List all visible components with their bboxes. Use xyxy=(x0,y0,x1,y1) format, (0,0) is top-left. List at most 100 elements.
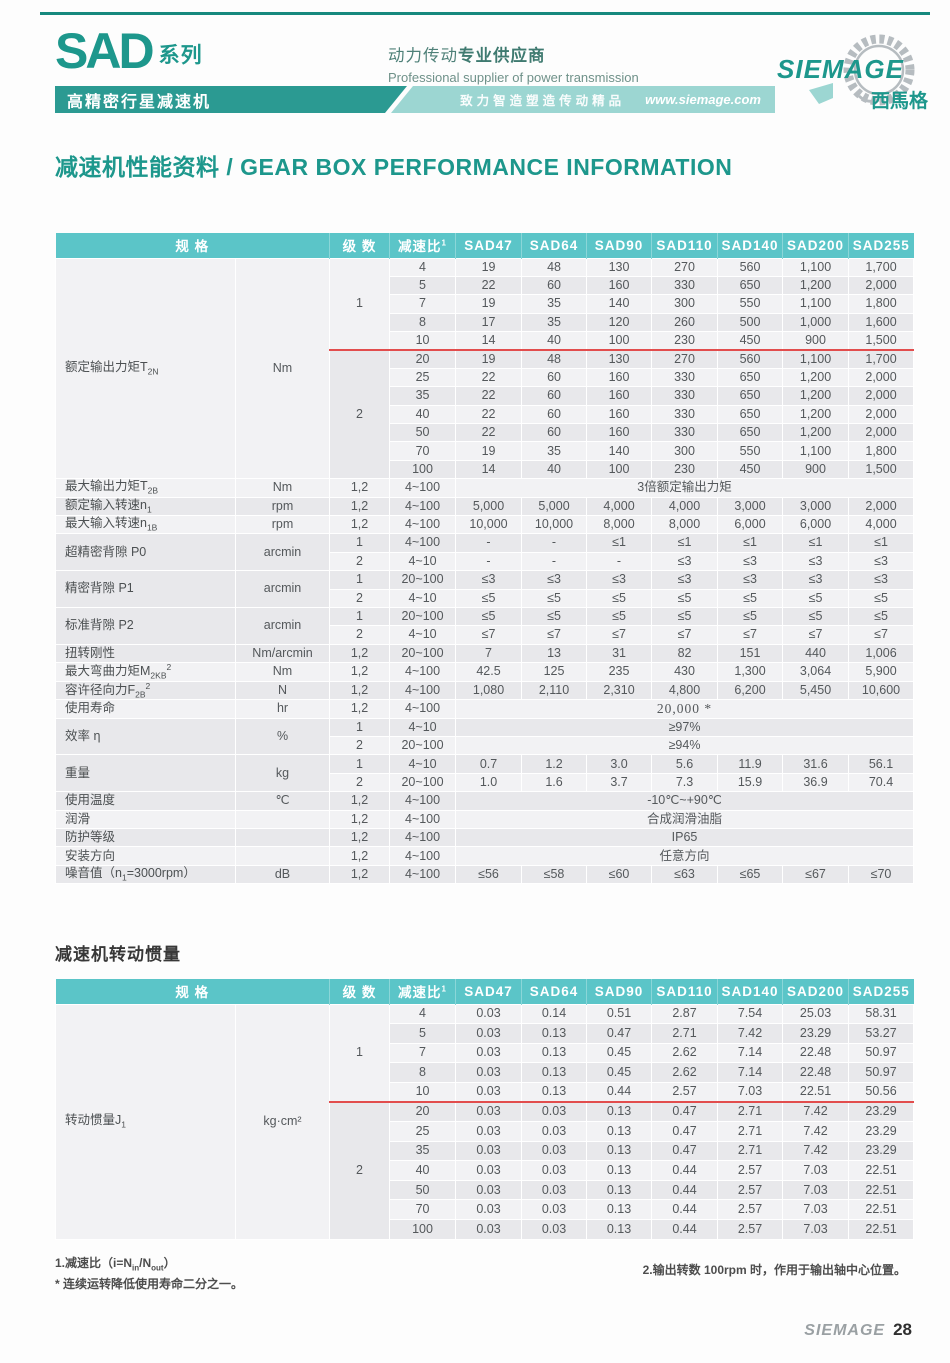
table-row: 2 4~10 ≤5 ≤5 ≤5 ≤5 ≤5 ≤5 ≤5 xyxy=(56,588,915,608)
page-footer: SIEMAGE 28 xyxy=(804,1320,912,1340)
value-cell-span: ≥97% xyxy=(455,717,915,738)
ratio-cell: 10 xyxy=(389,331,457,351)
value-cell: 1.6 xyxy=(521,772,588,793)
value-cell: ≤3 xyxy=(848,570,915,590)
value-cell: 550 xyxy=(717,441,784,461)
value-cell: 0.03 xyxy=(455,1179,523,1201)
value-cell: 1.2 xyxy=(521,754,588,774)
value-cell: 60 xyxy=(521,367,588,388)
value-cell: 35 xyxy=(521,441,588,461)
value-cell: 5,450 xyxy=(782,680,850,701)
table-row: 使用温度 ℃ 1,2 4~100 -10℃~+90℃ xyxy=(55,791,915,811)
value-cell: 35 xyxy=(521,312,588,333)
value-cell: 7.42 xyxy=(717,1023,784,1044)
value-cell: 130 xyxy=(586,257,653,277)
value-cell: ≤5 xyxy=(782,588,850,608)
ratio-cell: 5 xyxy=(389,1023,457,1044)
value-cell: 22.51 xyxy=(848,1160,915,1181)
value-cell: 151 xyxy=(717,643,784,664)
value-cell: 2.62 xyxy=(651,1062,719,1083)
table-row: 2 20~100 ≥94% xyxy=(56,736,915,756)
ratio-cell: 4~100 xyxy=(389,827,457,848)
spec-label-cell: 润滑 xyxy=(55,809,236,829)
value-cell: 22.48 xyxy=(782,1042,850,1064)
value-cell: ≤58 xyxy=(521,864,588,885)
table-row: 标准背隙 P2 arcmin 1 20~100 ≤5 ≤5 ≤5 ≤5 ≤5 ≤5 ≤5 xyxy=(55,606,915,645)
value-cell: 7.3 xyxy=(651,772,719,793)
unit-cell: Nm xyxy=(234,478,331,498)
value-cell: 270 xyxy=(651,257,719,277)
value-cell: 23.29 xyxy=(782,1023,850,1044)
value-cell: 1,080 xyxy=(455,680,523,701)
value-cell: 3,064 xyxy=(782,662,850,682)
value-cell: 330 xyxy=(651,386,719,406)
value-cell: 0.14 xyxy=(521,1003,588,1025)
table-row: 2 4~10- - - ≤3 ≤3 ≤3 ≤3 xyxy=(56,551,915,572)
value-cell: 140 xyxy=(586,294,653,314)
value-cell: 1,000 xyxy=(782,312,850,333)
column-header-model: SAD200 xyxy=(782,979,849,1004)
value-cell: 160 xyxy=(586,386,653,406)
value-cell: ≤3 xyxy=(455,570,523,590)
value-cell: 0.47 xyxy=(586,1023,653,1044)
column-header-model: SAD47 xyxy=(455,233,522,258)
value-cell: 60 xyxy=(521,423,588,443)
value-cell: 1,006 xyxy=(848,643,915,664)
value-cell: ≤65 xyxy=(717,864,784,885)
value-cell: 7.03 xyxy=(782,1179,850,1201)
value-cell: 2.71 xyxy=(717,1121,784,1142)
value-cell: 5.6 xyxy=(651,754,719,774)
value-cell: - xyxy=(455,551,523,572)
value-cell: 0.13 xyxy=(586,1140,653,1162)
table-row: 润滑 1,2 4~100 合成润滑油脂 xyxy=(55,809,915,829)
value-cell: 500 xyxy=(717,312,784,333)
ratio-cell: 40 xyxy=(389,1160,457,1181)
value-cell: 900 xyxy=(782,459,850,480)
unit-cell: Nm/arcmin xyxy=(234,643,331,664)
ratio-cell: 10 xyxy=(389,1081,457,1103)
ratio-cell: 50 xyxy=(389,1179,457,1201)
footnote-output-speed: 2.输出转数 100rpm 时，作用于输出轴中心位置。 xyxy=(642,1263,906,1277)
column-header-ratio: 减速比1 xyxy=(389,233,456,258)
ratio-cell: 20~100 xyxy=(389,772,457,793)
value-cell: ≤60 xyxy=(586,864,653,885)
spec-label-cell: 最大输出力矩T2B xyxy=(55,478,236,498)
unit-cell xyxy=(234,846,331,866)
value-cell: 3.0 xyxy=(586,754,653,774)
column-header-model: SAD140 xyxy=(717,979,783,1004)
value-cell: 1,700 xyxy=(848,349,915,369)
table-row: 50 0.03 0.03 0.13 0.44 2.57 7.03 22.51 xyxy=(56,1179,915,1201)
table-row: 100 0.03 0.03 0.13 0.44 2.57 7.03 22.51 xyxy=(56,1219,915,1240)
ratio-cell: 100 xyxy=(389,1219,457,1240)
value-cell: 1,700 xyxy=(848,257,915,277)
ratio-cell: 4~100 xyxy=(389,864,457,885)
value-cell: ≤3 xyxy=(717,551,784,572)
table-row: 转动惯量J1 kg·cm² 1 4 0.03 0.14 0.51 2.87 7.54 25.03 5… xyxy=(55,1003,915,1240)
supplier-tagline-en: Professional supplier of power transmiss… xyxy=(388,70,639,85)
ratio-cell: 4 xyxy=(389,1003,457,1025)
value-cell: 48 xyxy=(521,349,588,369)
value-cell: 550 xyxy=(717,294,784,314)
value-cell: 10,000 xyxy=(455,514,523,535)
value-cell: ≤5 xyxy=(651,606,719,627)
value-cell: 0.13 xyxy=(586,1199,653,1221)
value-cell: 7.03 xyxy=(717,1081,784,1103)
value-cell: 10,000 xyxy=(521,514,588,535)
value-cell: 0.03 xyxy=(455,1121,523,1142)
value-cell: ≤3 xyxy=(521,570,588,590)
value-cell: 0.03 xyxy=(521,1219,588,1240)
value-cell: 1,100 xyxy=(782,441,850,461)
value-cell: 450 xyxy=(717,459,784,480)
slogan-banner: 致力智造塑造传动精品 www.siemage.com xyxy=(391,86,775,113)
value-cell: ≤5 xyxy=(586,606,653,627)
ratio-cell: 4~100 xyxy=(389,699,457,719)
stage-cell: 1,2 xyxy=(329,827,391,848)
value-cell: ≤3 xyxy=(651,551,719,572)
value-cell: 0.44 xyxy=(651,1179,719,1201)
table-row: 噪音值（n1=3000rpm） dB 1,2 4~100 ≤56 ≤58 ≤60 ≤63 ≤65… xyxy=(55,864,915,885)
value-cell: 6,200 xyxy=(717,680,784,701)
value-cell: ≤5 xyxy=(848,606,915,627)
value-cell: 17 xyxy=(455,312,523,333)
value-cell: 100 xyxy=(586,331,653,351)
value-cell: ≤7 xyxy=(455,625,523,645)
